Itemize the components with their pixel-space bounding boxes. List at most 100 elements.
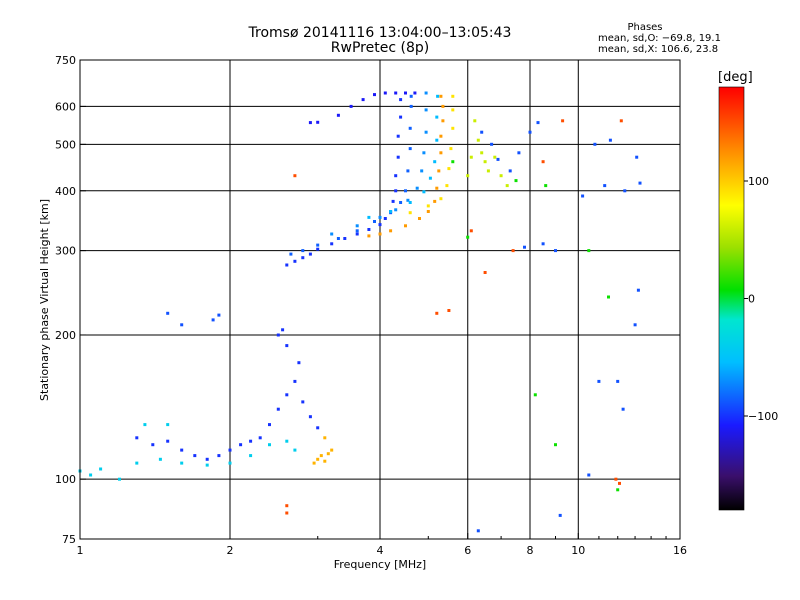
echo-point <box>166 423 170 427</box>
echo-point <box>378 215 382 219</box>
echo-point <box>408 126 412 130</box>
echo-point <box>593 142 597 146</box>
echo-point <box>373 93 376 97</box>
echo-point <box>394 91 398 95</box>
echo-point <box>581 194 585 198</box>
echo-point <box>217 313 221 317</box>
echo-point <box>424 108 428 112</box>
echo-point <box>418 217 421 220</box>
echo-point <box>258 436 262 440</box>
y-tick-label: 750 <box>55 54 76 67</box>
colorbar-tick-label: 100 <box>748 175 769 188</box>
echo-point <box>326 452 330 456</box>
echo-point <box>228 461 232 465</box>
echo-point <box>89 473 93 477</box>
echo-point <box>239 443 243 447</box>
x-tick-label: 1 <box>77 544 84 557</box>
echo-point <box>435 311 439 315</box>
echo-point <box>285 393 289 397</box>
echo-point <box>406 198 410 202</box>
echo-point <box>205 463 209 467</box>
echo-point <box>378 223 382 227</box>
echo-point <box>135 436 139 440</box>
echo-point <box>544 184 548 188</box>
echo-point <box>420 169 424 173</box>
echo-point <box>394 174 398 178</box>
echo-point <box>439 151 443 155</box>
echo-point <box>330 232 334 236</box>
x-tick-label: 2 <box>227 544 234 557</box>
echo-point <box>151 443 155 447</box>
echo-point <box>447 167 451 171</box>
echo-point <box>404 224 407 228</box>
echo-point <box>499 174 503 178</box>
echo-point <box>435 138 439 142</box>
echo-point <box>616 488 620 492</box>
echo-point <box>281 328 285 332</box>
colorbar <box>719 87 744 510</box>
echo-point <box>433 199 437 203</box>
echo-point <box>355 229 359 233</box>
echo-point <box>439 197 443 201</box>
echo-point <box>166 439 170 443</box>
echo-point <box>493 155 497 159</box>
colorbar-ticks: 100 0 −100 <box>744 175 778 423</box>
echo-point <box>511 249 515 253</box>
colorbar-tick-label: 0 <box>748 293 755 306</box>
echo-point <box>505 184 509 188</box>
echo-point <box>312 461 316 465</box>
echo-point <box>449 147 453 151</box>
echo-point <box>408 211 412 215</box>
echo-point <box>436 94 440 98</box>
echo-point <box>268 443 271 447</box>
echo-point <box>367 228 371 231</box>
echo-point <box>636 288 640 292</box>
echo-point <box>490 142 494 146</box>
echo-point <box>483 160 487 164</box>
phases-o-stats: mean, sd,O: −69.8, 19.1 <box>598 33 721 44</box>
echo-point <box>424 91 428 95</box>
echo-point <box>361 98 365 102</box>
echo-point <box>389 229 393 233</box>
echo-point <box>638 181 642 185</box>
echo-point <box>409 104 413 108</box>
echo-point <box>587 249 591 253</box>
x-tick-label: 6 <box>464 544 471 557</box>
echo-point <box>143 423 147 427</box>
echo-point <box>391 199 395 203</box>
echo-point <box>228 448 232 452</box>
echo-point <box>293 174 297 178</box>
echo-point <box>355 224 359 228</box>
echo-point <box>523 245 526 249</box>
echo-point <box>554 443 557 447</box>
echo-point <box>323 436 327 440</box>
echo-point <box>533 393 537 397</box>
echo-point <box>451 108 455 112</box>
echo-point <box>319 454 323 458</box>
echo-point <box>193 454 197 458</box>
echo-point <box>367 234 371 238</box>
echo-point <box>473 119 477 123</box>
echo-point <box>378 232 382 236</box>
echo-point <box>508 169 512 173</box>
echo-point <box>608 138 612 142</box>
echo-point <box>536 121 540 125</box>
echo-point <box>435 186 439 190</box>
echo-point <box>607 295 610 299</box>
echo-point <box>466 235 470 239</box>
echo-point <box>180 461 184 465</box>
echo-point <box>389 210 393 213</box>
echo-point <box>621 407 625 411</box>
echo-point <box>301 400 305 404</box>
echo-point <box>180 448 184 452</box>
echo-point <box>541 160 545 164</box>
echo-point <box>289 252 293 256</box>
echo-point <box>285 263 289 267</box>
echo-point <box>396 134 400 138</box>
x-tick-label: 4 <box>377 544 384 557</box>
echo-point <box>99 467 103 471</box>
echo-point <box>330 242 334 246</box>
echo-point <box>308 121 312 125</box>
echo-point <box>308 415 312 419</box>
echo-point <box>435 115 439 119</box>
